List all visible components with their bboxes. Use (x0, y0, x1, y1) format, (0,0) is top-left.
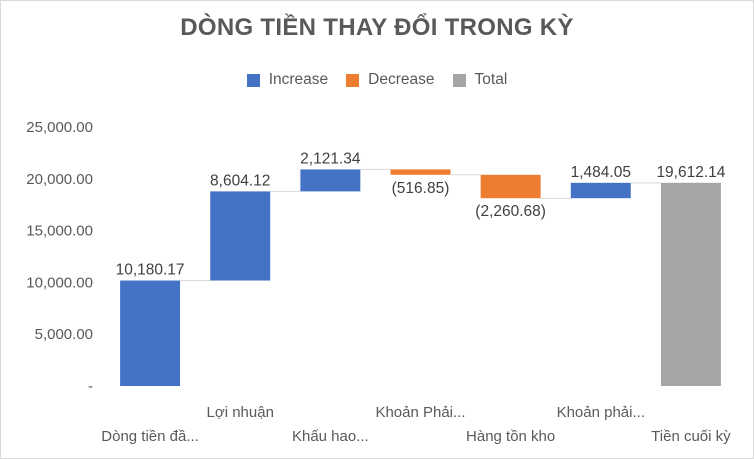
y-tick-label: - (88, 378, 93, 395)
x-category-label: Khoản phải... (557, 404, 645, 421)
x-category-label: Dòng tiền đầ... (101, 428, 199, 445)
legend-label-total: Total (474, 71, 508, 88)
x-category-label: Khoản Phải... (375, 404, 465, 421)
x-category-label: Hàng tồn kho (466, 428, 555, 445)
data-label: 10,180.17 (116, 262, 185, 279)
legend-swatch-increase (246, 73, 260, 87)
bar-decrease (480, 174, 541, 199)
data-label: (2,260.68) (475, 203, 546, 220)
chart-title: DÒNG TIỀN THAY ĐỔI TRONG KỲ (180, 14, 574, 41)
data-label: 8,604.12 (210, 172, 270, 189)
bar-increase (570, 182, 631, 199)
bar-increase (300, 169, 361, 192)
bar-total (660, 182, 721, 386)
data-label: 2,121.34 (300, 150, 361, 167)
y-tick-label: 15,000.00 (26, 223, 93, 240)
y-tick-label: 25,000.00 (26, 119, 93, 136)
x-category-label: Khấu hao... (292, 428, 369, 445)
bar-decrease (390, 169, 451, 175)
data-label: 1,484.05 (571, 164, 631, 181)
x-category-label: Lợi nhuận (207, 404, 274, 421)
x-category-label: Tiền cuối kỳ (651, 428, 731, 445)
legend-swatch-total (452, 73, 466, 87)
y-tick-label: 5,000.00 (35, 326, 93, 343)
legend-item-increase: Increase (246, 71, 329, 89)
legend-label-increase: Increase (268, 71, 329, 88)
bar-increase (210, 191, 271, 281)
bar-increase (120, 280, 181, 386)
legend-item-total: Total (452, 71, 508, 89)
data-label: 19,612.14 (656, 164, 725, 181)
y-tick-label: 10,000.00 (26, 274, 93, 291)
chart-legend: Increase Decrease Total (0, 71, 754, 89)
data-label: (516.85) (392, 180, 450, 197)
y-tick-label: 20,000.00 (26, 171, 93, 188)
legend-item-decrease: Decrease (346, 71, 435, 89)
legend-label-decrease: Decrease (368, 71, 435, 88)
legend-swatch-decrease (346, 73, 360, 87)
